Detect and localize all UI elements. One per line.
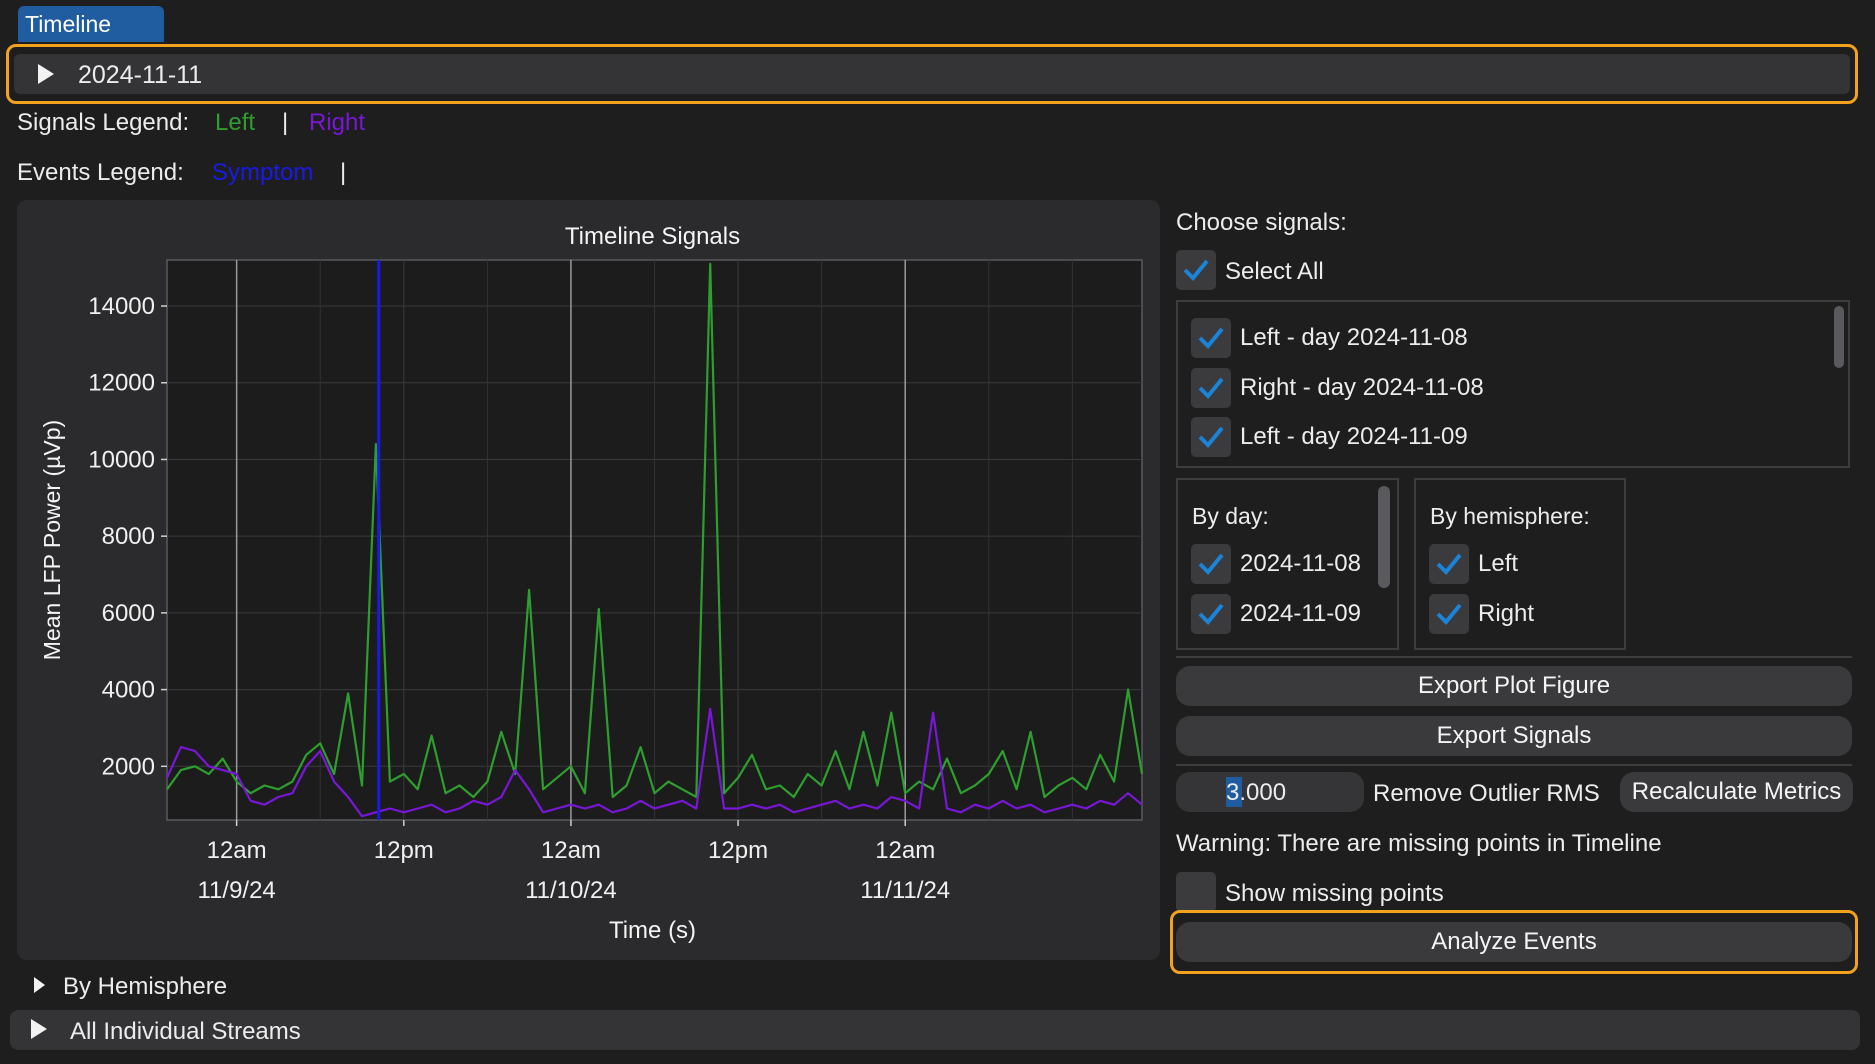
checkmark-icon: [1198, 553, 1224, 575]
export-signals-button[interactable]: Export Signals: [1176, 716, 1852, 756]
legend-right: Right: [309, 109, 366, 136]
analyze-events-highlight: [1170, 910, 1858, 974]
expand-triangle-icon: [38, 64, 54, 84]
checkmark-icon: [1198, 426, 1224, 448]
choose-signals-label: Choose signals:: [1176, 209, 1347, 236]
expand-triangle-icon: [34, 977, 45, 993]
show-missing-checkbox[interactable]: [1176, 872, 1216, 912]
checkmark-icon: [1436, 553, 1462, 575]
tab-timeline[interactable]: Timeline: [18, 6, 164, 42]
individual-streams-section[interactable]: All Individual Streams: [10, 1010, 1860, 1050]
x-tick-date-label: 11/10/24: [525, 877, 617, 904]
x-axis-label: Time (s): [609, 917, 696, 944]
events-legend-separator: |: [340, 159, 347, 186]
by-day-scrollbar[interactable]: [1378, 486, 1390, 588]
by-day-box: By day: 2024-11-08 2024-11-09: [1176, 478, 1399, 650]
signals-list[interactable]: Left - day 2024-11-08 Right - day 2024-1…: [1176, 300, 1850, 468]
rms-cursor-highlight: [1226, 777, 1242, 807]
checkmark-icon: [1436, 603, 1462, 625]
show-missing-label: Show missing points: [1225, 880, 1444, 907]
by-hemisphere-box: By hemisphere: Left Right: [1414, 478, 1626, 650]
checkmark-icon: [1198, 327, 1224, 349]
analyze-events-button[interactable]: Analyze Events: [1176, 922, 1852, 962]
select-all-label: Select All: [1225, 258, 1324, 285]
hemisphere-checkbox[interactable]: [1429, 544, 1469, 584]
y-axis-label: Mean LFP Power (µVp): [39, 420, 65, 660]
x-tick-time-label: 12am: [207, 837, 267, 864]
x-tick-date-label: 11/9/24: [197, 877, 275, 904]
day-item-label: 2024-11-09: [1240, 600, 1361, 627]
header-date: 2024-11-11: [78, 61, 203, 89]
divider: [1176, 764, 1852, 766]
events-legend-label: Events Legend:: [17, 159, 184, 186]
select-all-checkbox[interactable]: [1176, 250, 1216, 290]
by-hemisphere-label: By hemisphere:: [1430, 503, 1590, 529]
rms-input[interactable]: 3.000: [1176, 772, 1364, 812]
signal-item-label: Right - day 2024-11-08: [1240, 374, 1484, 401]
y-tick-label: 6000: [102, 600, 155, 627]
by-hemisphere-section-label: By Hemisphere: [63, 973, 228, 1000]
legend-separator: |: [282, 109, 289, 136]
series-line-left: [166, 262, 1144, 799]
legend-left: Left: [215, 109, 256, 136]
signals-legend-label: Signals Legend:: [17, 109, 190, 136]
series-line-right: [165, 707, 1143, 818]
rms-value: 3.000: [1226, 779, 1287, 806]
missing-points-warning: Warning: There are missing points in Tim…: [1176, 830, 1662, 857]
rms-label: Remove Outlier RMS: [1373, 780, 1600, 807]
checkmark-icon: [1183, 259, 1209, 281]
chart-title: Timeline Signals: [565, 223, 740, 250]
x-tick-time-label: 12pm: [374, 837, 434, 864]
legend-symptom: Symptom: [212, 159, 314, 186]
day-checkbox[interactable]: [1191, 544, 1231, 584]
hemisphere-checkbox[interactable]: [1429, 594, 1469, 634]
y-tick-label: 14000: [88, 293, 155, 320]
date-section-header[interactable]: 2024-11-11: [6, 44, 1858, 104]
y-tick-label: 4000: [102, 677, 155, 704]
signal-checkbox[interactable]: [1191, 368, 1231, 408]
signal-item-label: Left - day 2024-11-09: [1240, 423, 1468, 450]
hemisphere-item-label: Left: [1478, 550, 1519, 577]
day-checkbox[interactable]: [1191, 594, 1231, 634]
y-tick-label: 8000: [102, 523, 155, 550]
timeline-chart[interactable]: 14000 12000 10000 8000 6000 4000 2000 12am 11/9/…: [17, 200, 1160, 960]
x-tick-time-label: 12am: [541, 837, 601, 864]
by-day-label: By day:: [1192, 503, 1269, 529]
by-hemisphere-section[interactable]: By Hemisphere: [17, 968, 517, 1004]
signal-checkbox[interactable]: [1191, 417, 1231, 457]
individual-streams-label: All Individual Streams: [70, 1018, 301, 1045]
x-tick-time-label: 12am: [875, 837, 935, 864]
expand-triangle-icon: [31, 1019, 47, 1039]
x-tick-time-label: 12pm: [708, 837, 768, 864]
checkmark-icon: [1198, 603, 1224, 625]
export-plot-button[interactable]: Export Plot Figure: [1176, 666, 1852, 706]
y-tick-label: 10000: [88, 446, 155, 473]
checkmark-icon: [1198, 377, 1224, 399]
hemisphere-item-label: Right: [1478, 600, 1535, 627]
signal-item-label: Left - day 2024-11-08: [1240, 324, 1468, 351]
day-item-label: 2024-11-08: [1240, 550, 1361, 577]
y-tick-label: 12000: [88, 370, 155, 397]
signals-list-scrollbar[interactable]: [1834, 306, 1844, 368]
y-tick-label: 2000: [102, 753, 155, 780]
signal-checkbox[interactable]: [1191, 318, 1231, 358]
x-tick-date-label: 11/11/24: [860, 877, 950, 904]
divider: [1176, 656, 1852, 658]
recalculate-metrics-button[interactable]: Recalculate Metrics: [1620, 772, 1853, 812]
